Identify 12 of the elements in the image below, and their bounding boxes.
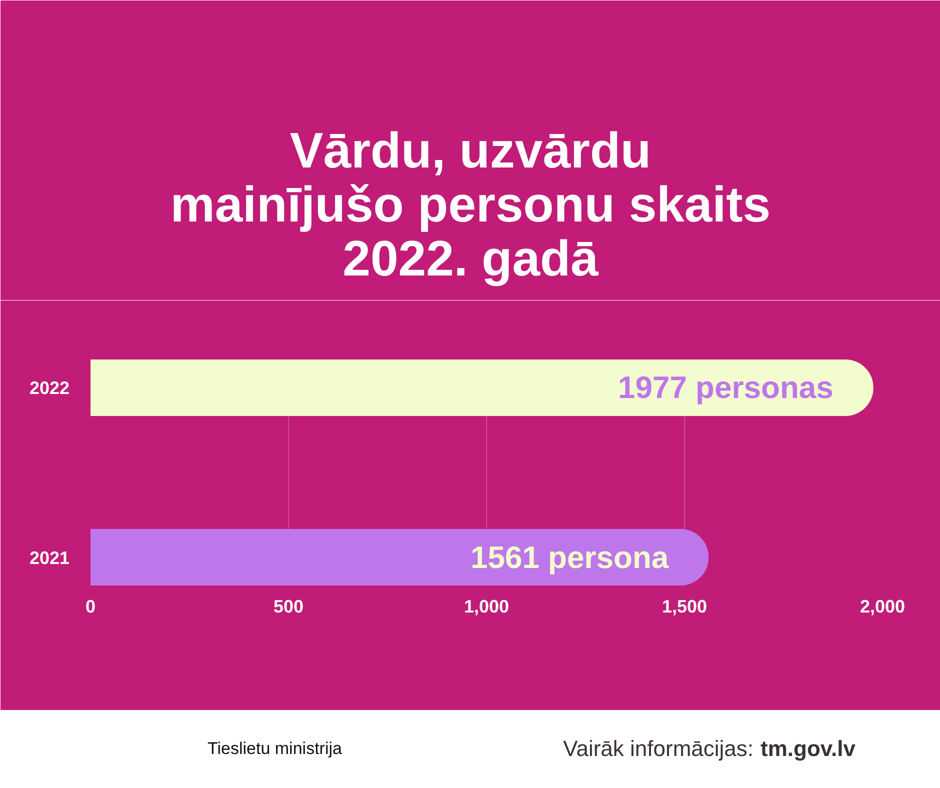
data-label: 1977 personas: [618, 370, 834, 406]
y-tick-label: 2022: [29, 378, 70, 398]
chart-title: Vārdu, uzvārdu mainījušo personu skaits 2022. gadā: [170, 122, 771, 286]
text: Tieslietu ministrija: [208, 739, 342, 758]
x-tick-label: 500: [273, 596, 304, 616]
y-tick-label: 2021: [29, 548, 70, 568]
x-tick-label: 2,000: [860, 596, 906, 616]
x-tick-label: 1,000: [464, 596, 510, 616]
x-tick-label: 0: [85, 596, 96, 616]
data-label: 1561 persona: [470, 540, 670, 575]
text: Vairāk informācijas: tm.gov.lv: [563, 736, 856, 761]
x-tick-label: 1,500: [662, 596, 708, 616]
